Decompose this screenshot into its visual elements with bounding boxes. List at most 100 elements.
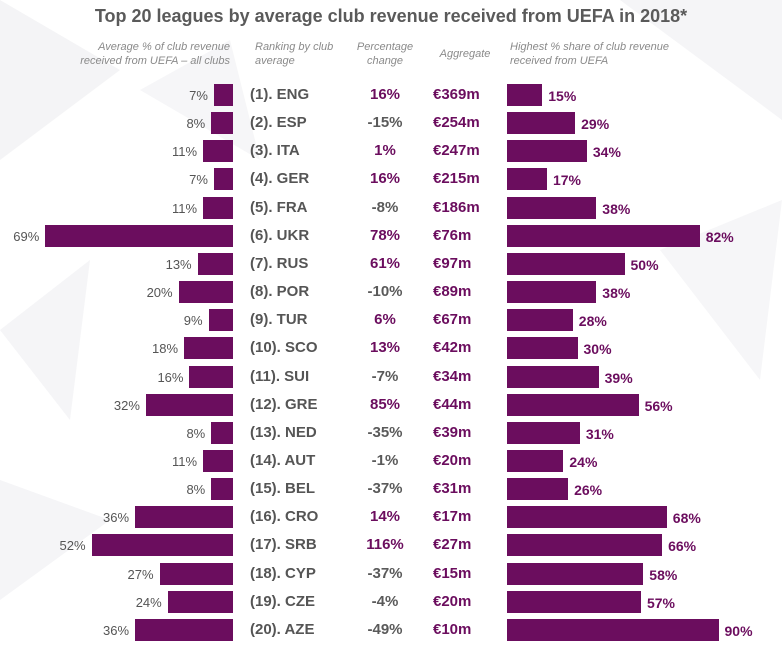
- league-rank-label: (15). BEL: [250, 480, 316, 498]
- percentage-change-label: 14%: [369, 508, 401, 526]
- aggregate-label: €15m: [433, 564, 472, 582]
- average-bar: [189, 365, 233, 388]
- column-header-aggregate: Aggregate: [439, 48, 491, 60]
- highest-share-bar: [507, 506, 667, 529]
- percentage-change-label: -15%: [367, 114, 403, 132]
- highest-share-label: 57%: [646, 594, 675, 611]
- average-label: 11%: [172, 453, 198, 469]
- highest-share-label: 90%: [724, 622, 753, 639]
- average-label: 7%: [189, 88, 208, 103]
- percentage-change-label: 16%: [369, 86, 401, 103]
- highest-share-bar: [507, 309, 573, 332]
- percentage-change-label: -37%: [367, 480, 403, 498]
- highest-share-bar: [507, 84, 543, 106]
- highest-share-bar: [507, 590, 641, 613]
- highest-share-bar: [507, 618, 719, 641]
- aggregate-label: €17m: [433, 508, 472, 526]
- aggregate-label: €186m: [433, 198, 480, 216]
- aggregate-label: €76m: [433, 226, 472, 244]
- highest-share-label: 82%: [705, 228, 734, 245]
- highest-share-label: 31%: [585, 425, 614, 442]
- highest-share-label: 17%: [552, 172, 581, 189]
- highest-share-label: 58%: [649, 566, 678, 583]
- average-label: 11%: [172, 200, 198, 216]
- column-header-change: Percentage change: [356, 41, 414, 67]
- average-label: 27%: [127, 566, 154, 582]
- percentage-change-label: -35%: [367, 423, 403, 441]
- highest-share-label: 38%: [602, 285, 631, 302]
- league-rank-label: (20). AZE: [250, 620, 315, 638]
- highest-share-bar: [507, 168, 547, 191]
- average-label: 11%: [172, 144, 198, 160]
- highest-share-bar: [507, 365, 599, 388]
- average-bar: [178, 281, 233, 304]
- average-bar: [45, 224, 233, 247]
- percentage-change-label: -8%: [371, 198, 399, 216]
- highest-share-label: 56%: [644, 397, 673, 414]
- highest-share-label: 66%: [668, 538, 697, 555]
- average-bar: [197, 252, 233, 275]
- aggregate-label: €369m: [433, 86, 480, 103]
- highest-share-bar: [507, 393, 639, 416]
- highest-share-label: 28%: [578, 313, 607, 330]
- average-label: 20%: [146, 285, 173, 301]
- average-label: 8%: [186, 482, 206, 498]
- league-rank-label: (19). CZE: [250, 592, 316, 610]
- average-bar: [145, 393, 233, 416]
- aggregate-label: €44m: [433, 395, 472, 413]
- highest-share-label: 38%: [602, 200, 631, 217]
- average-label: 32%: [113, 397, 140, 413]
- percentage-change-label: -37%: [367, 564, 403, 582]
- average-label: 8%: [186, 116, 206, 132]
- percentage-change-label: 1%: [374, 142, 396, 160]
- average-label: 36%: [103, 622, 130, 638]
- column-header-ranking: Ranking by club average: [255, 41, 334, 67]
- aggregate-label: €247m: [433, 142, 480, 160]
- aggregate-label: €27m: [433, 536, 472, 554]
- average-label: 69%: [13, 228, 40, 244]
- league-rank-label: (12). GRE: [250, 395, 318, 413]
- league-rank-label: (1). ENG: [250, 86, 310, 103]
- average-bar: [159, 562, 233, 585]
- percentage-change-label: -1%: [371, 451, 399, 469]
- average-label: 52%: [59, 538, 86, 554]
- aggregate-label: €97m: [433, 254, 472, 272]
- highest-share-bar: [507, 478, 569, 501]
- aggregate-label: €20m: [433, 451, 472, 469]
- percentage-change-label: -10%: [367, 283, 403, 301]
- highest-share-bar: [507, 562, 644, 585]
- highest-share-label: 15%: [548, 88, 577, 104]
- average-bar: [213, 84, 233, 106]
- league-rank-label: (5). FRA: [250, 198, 308, 216]
- aggregate-label: €31m: [433, 480, 472, 498]
- aggregate-label: €89m: [433, 283, 472, 301]
- percentage-change-label: 6%: [374, 311, 396, 329]
- percentage-change-label: -49%: [367, 620, 403, 638]
- percentage-change-label: 85%: [369, 395, 401, 413]
- column-header-average: Average % of club revenue received from …: [80, 41, 230, 67]
- highest-share-bar: [507, 112, 576, 135]
- league-rank-label: (3). ITA: [250, 142, 300, 160]
- percentage-change-label: -7%: [371, 367, 399, 385]
- percentage-change-label: 13%: [369, 339, 401, 357]
- aggregate-label: €215m: [433, 170, 480, 188]
- average-bar: [184, 337, 233, 360]
- average-bar: [208, 309, 233, 332]
- highest-share-bar: [507, 252, 625, 275]
- league-rank-label: (6). UKR: [250, 226, 310, 244]
- percentage-change-label: 78%: [369, 226, 401, 244]
- average-bar: [213, 168, 233, 191]
- league-rank-label: (16). CRO: [250, 508, 319, 526]
- aggregate-label: €34m: [433, 367, 472, 385]
- highest-share-label: 39%: [604, 369, 633, 386]
- average-bar: [135, 506, 233, 529]
- average-label: 8%: [186, 425, 206, 441]
- league-rank-label: (7). RUS: [250, 254, 309, 272]
- highest-share-label: 26%: [574, 482, 603, 499]
- highest-share-label: 68%: [672, 510, 701, 527]
- league-rank-label: (4). GER: [250, 170, 310, 188]
- league-rank-label: (11). SUI: [250, 367, 310, 385]
- league-rank-label: (2). ESP: [250, 114, 307, 132]
- average-bar: [203, 140, 233, 163]
